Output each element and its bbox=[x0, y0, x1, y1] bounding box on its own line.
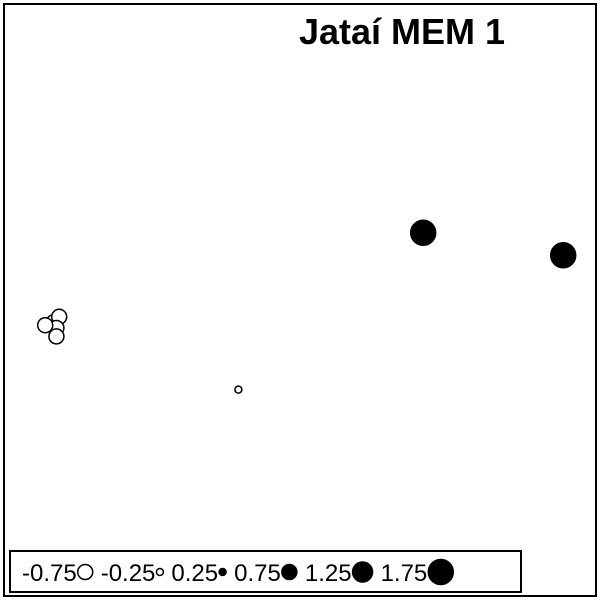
legend-label: 0.75 bbox=[234, 560, 281, 587]
data-point bbox=[36, 316, 54, 334]
data-point bbox=[234, 385, 243, 394]
points-layer bbox=[36, 219, 577, 394]
legend-symbol bbox=[427, 558, 455, 586]
legend-label: 0.25 bbox=[171, 560, 218, 587]
plot-frame bbox=[3, 3, 597, 597]
legend-symbol bbox=[281, 563, 298, 581]
legend-symbol bbox=[76, 563, 94, 581]
legend-label: 1.25 bbox=[305, 560, 352, 587]
legend-label: 1.75 bbox=[381, 560, 428, 587]
legend-label: -0.25 bbox=[101, 560, 156, 587]
legend-symbol bbox=[218, 567, 227, 577]
legend-symbol bbox=[351, 561, 374, 583]
legend-layer: -0.75 -0.25 0.25 0.75 1.25 1.75 bbox=[22, 558, 455, 587]
data-point bbox=[48, 328, 65, 345]
data-point bbox=[549, 241, 577, 269]
data-point bbox=[409, 219, 437, 247]
legend-label: -0.75 bbox=[22, 560, 77, 587]
legend-symbol bbox=[155, 567, 165, 577]
chart-title: Jataí MEM 1 bbox=[299, 11, 505, 52]
